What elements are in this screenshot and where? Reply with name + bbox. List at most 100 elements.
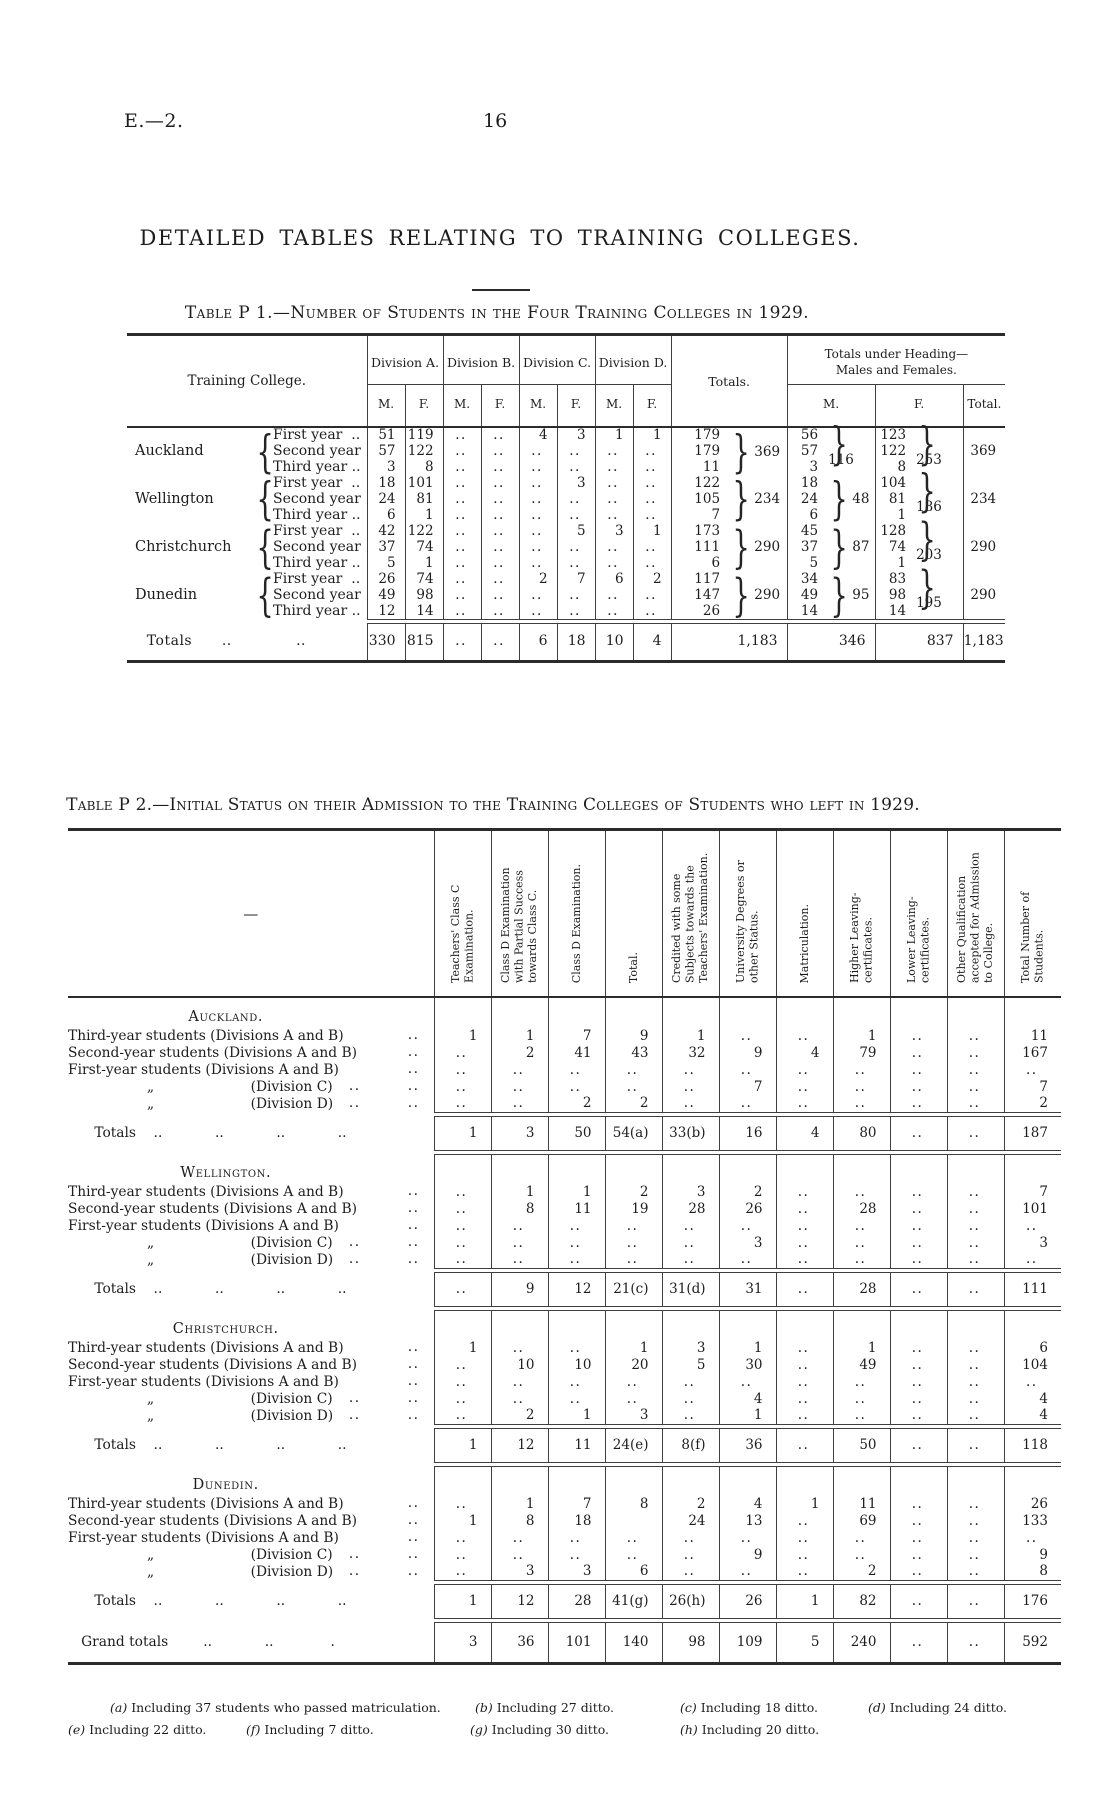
value-cell: 12 [547, 1272, 605, 1306]
value-cell: 2 [1003, 1095, 1061, 1112]
value-cell: .. [518, 539, 558, 556]
value-cell: 54(a) [604, 1116, 662, 1150]
p2-data-row: .. .. „ (Division D) .. .. .. .. .. .. .… [68, 1251, 1061, 1268]
p2-data-row: .. Second-year students (Divisions A and … [68, 1356, 1061, 1373]
value-cell: .. [889, 1234, 947, 1251]
value-cell: 5 [775, 1622, 833, 1664]
section-header-row: Christchurch. [68, 1310, 1061, 1339]
p2-data-row: .. .. „ (Division C) .. .. .. .. .. 9 ..… [68, 1546, 1061, 1563]
p1-data-row: Third year .. 5 1 .. .. .. .. .. .. 6 5 … [127, 555, 1005, 572]
column-header: Class D Examination with Partial Success… [490, 829, 548, 998]
value-cell: 3 [433, 1622, 491, 1664]
value-cell: .. [718, 1563, 776, 1580]
value-cell: 7 [1003, 1183, 1061, 1200]
value-cell: 6 [518, 623, 558, 662]
value-cell: 11 [547, 1200, 605, 1217]
value-cell: .. [518, 603, 558, 620]
section-header-row: Auckland. [68, 997, 1061, 1027]
footnote: (h) Including 20 ditto. [680, 1722, 820, 1737]
value-cell: .. [547, 1546, 605, 1563]
totals-value: 6 [670, 555, 730, 572]
p2-data-row: .. Second-year students (Divisions A and … [68, 1044, 1061, 1061]
year-label: First year .. [273, 474, 361, 491]
value-cell: 8 [1003, 1563, 1061, 1580]
value-cell: .. [632, 475, 672, 492]
value-cell: .. [442, 539, 482, 556]
column-header-training-college: Training College. [127, 334, 368, 429]
value-cell: 28 [832, 1200, 890, 1217]
value-cell: .. [889, 1183, 947, 1200]
year-label: Third year .. [273, 458, 361, 475]
value-cell: .. [661, 1529, 719, 1546]
year-label: Third year .. [273, 602, 361, 619]
left-brace: { [256, 473, 274, 526]
city-header: Wellington. [68, 1154, 435, 1183]
row-label: .. Second-year students (Divisions A and … [68, 1044, 435, 1061]
corner-dash: — [68, 829, 435, 998]
p1-data-row: Third year .. 3 8 .. .. .. .. .. .. 11 3… [127, 458, 1005, 476]
totals-value: 11 [670, 459, 730, 476]
value-cell: .. [518, 523, 558, 540]
value-cell: 1 [632, 523, 672, 540]
value-cell: .. [433, 1061, 491, 1078]
value-cell: .. [480, 603, 520, 620]
value-cell: .. [632, 603, 672, 620]
value-cell: .. [433, 1407, 491, 1424]
value-cell: 21(c) [604, 1272, 662, 1306]
value-cell: .. [718, 1373, 776, 1390]
value-cell: .. [480, 623, 520, 662]
value-cell: .. [661, 1095, 719, 1112]
value-cell: 1 [661, 1027, 719, 1044]
value-cell: .. [946, 1390, 1004, 1407]
males-value: 37 [786, 539, 828, 556]
column-header-f: F. [480, 384, 520, 429]
value-cell: 4 [632, 623, 672, 662]
value-cell: 36 [718, 1428, 776, 1462]
p1-data-row: Dunedin { First year .. 26 74 .. .. 2 7 … [127, 565, 1006, 620]
value-cell: .. [480, 427, 520, 444]
value-cell: .. [490, 1529, 548, 1546]
value-cell: .. [547, 1061, 605, 1078]
value-cell: .. [433, 1373, 491, 1390]
group-males-brace: } 95 [830, 569, 870, 621]
value-cell: 2 [547, 1095, 605, 1112]
value-cell: .. [775, 1339, 833, 1356]
value-cell: 592 [1003, 1622, 1061, 1664]
value-cell: 41(g) [604, 1584, 662, 1618]
males-value: 34 [786, 571, 828, 588]
table-p2-caption: Table P 2.—Initial Status on their Admis… [66, 795, 920, 815]
value-cell: 1 [433, 1584, 491, 1618]
column-header: University Degrees or other Status. [718, 829, 776, 998]
value-cell: .. [775, 1428, 833, 1462]
row-label: .. .. „ (Division C) [68, 1078, 435, 1095]
double-rule [434, 1267, 1061, 1273]
value-cell: 82 [832, 1584, 890, 1618]
year-label: Second year [273, 586, 361, 603]
column-header-totals-f: F. [874, 384, 964, 429]
group-total-brace: } 290 [732, 521, 781, 574]
value-cell: .. [604, 1234, 662, 1251]
value-cell: .. [946, 1061, 1004, 1078]
value-cell: .. [547, 1078, 605, 1095]
column-header: Higher Leaving-certificates. [832, 829, 890, 998]
row-label: .. First-year students (Divisions A and B… [68, 1529, 435, 1546]
value-cell: .. [946, 1044, 1004, 1061]
column-header-total: Total. [962, 384, 1006, 429]
value-cell: 3 [490, 1116, 548, 1150]
column-header-division-a: Division A. [366, 334, 444, 386]
value-cell: .. [632, 443, 672, 460]
p2-data-row: .. Third-year students (Divisions A and B… [68, 1183, 1061, 1200]
double-rule [367, 618, 1006, 624]
value-cell: 1 [433, 1116, 491, 1150]
value-cell: 26 [718, 1584, 776, 1618]
value-cell: 7 [1003, 1078, 1061, 1095]
page-title: DETAILED TABLES RELATING TO TRAINING COL… [139, 226, 861, 250]
value-cell: .. [480, 539, 520, 556]
footnote: (f) Including 7 ditto. [246, 1722, 374, 1737]
row-label: .. Third-year students (Divisions A and B… [68, 1027, 435, 1044]
value-cell: 6 [604, 1563, 662, 1580]
row-label: .. .. „ (Division C) [68, 1546, 435, 1563]
females-value: 128 [874, 523, 916, 540]
value-cell: 16 [718, 1116, 776, 1150]
value-cell: .. [889, 1373, 947, 1390]
